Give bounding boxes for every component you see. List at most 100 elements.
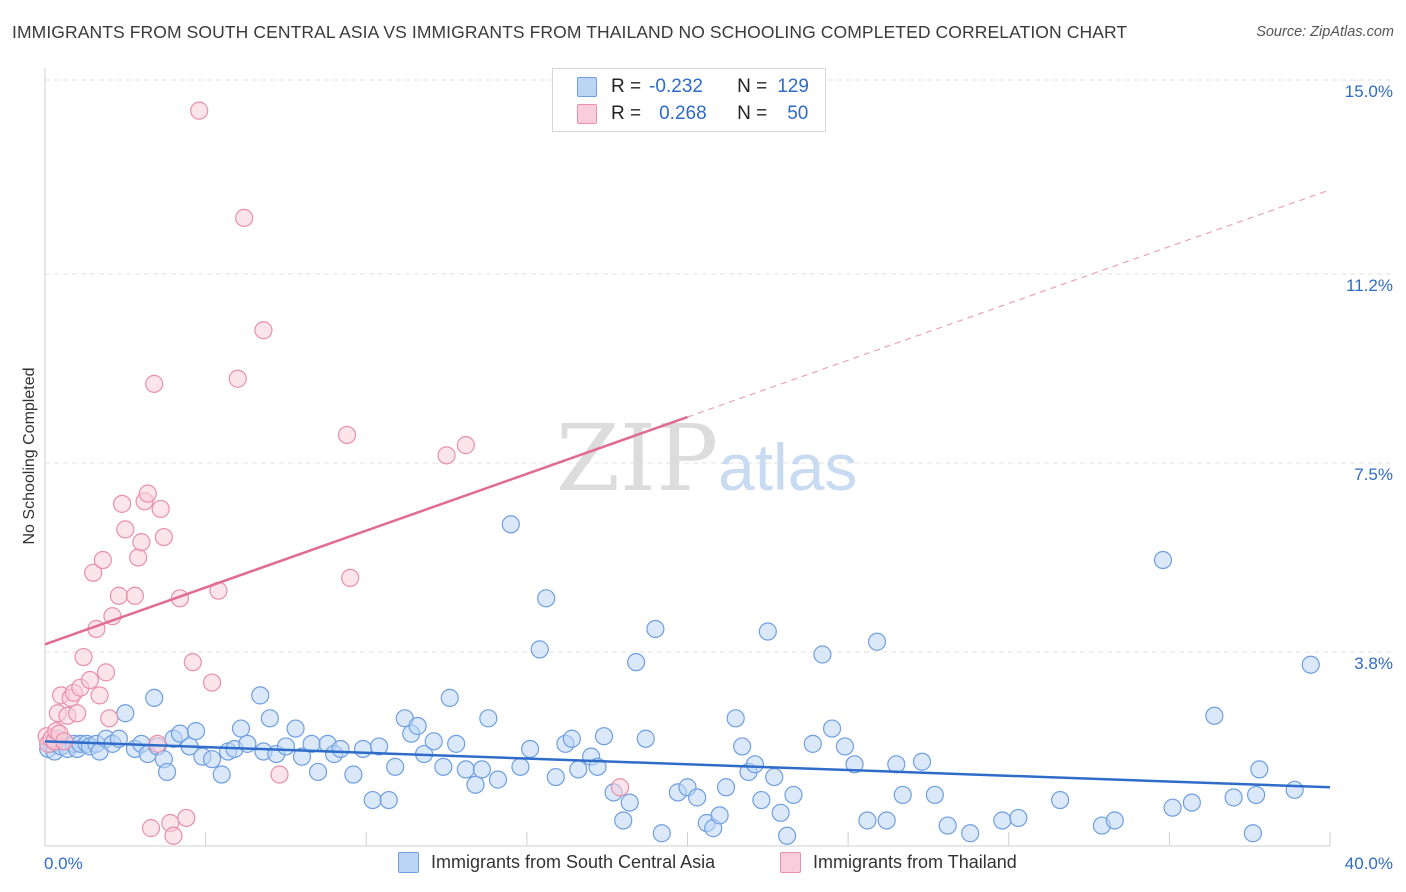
data-point: [190, 101, 209, 120]
data-point: [479, 709, 498, 728]
legend-swatch-pink: [780, 852, 801, 873]
data-point: [164, 826, 183, 845]
data-point: [726, 709, 745, 728]
source-label: Source: ZipAtlas.com: [1256, 24, 1394, 40]
data-point: [151, 499, 170, 519]
tick-labels: 3.8% 7.5% 11.2% 15.0% 0.0% 40.0%: [44, 82, 1393, 873]
data-point: [777, 826, 797, 845]
data-point: [138, 484, 157, 503]
data-point: [456, 760, 475, 779]
data-point: [68, 704, 87, 723]
data-point: [212, 765, 231, 784]
legend-item-thailand[interactable]: Immigrants from Thailand: [780, 852, 1017, 873]
data-point: [84, 563, 103, 582]
series-legend: Immigrants from South Central Asia Immig…: [0, 852, 1406, 878]
data-point: [456, 436, 475, 455]
data-point: [74, 647, 93, 667]
legend-row-south-central-asia: R = -0.232 N = 129: [577, 74, 809, 100]
data-point: [270, 765, 289, 784]
data-point: [636, 729, 655, 748]
data-point: [546, 767, 565, 787]
data-point: [408, 716, 427, 736]
watermark-zip: ZIP: [556, 405, 718, 512]
watermark: ZIP atlas: [556, 405, 857, 512]
data-point: [588, 757, 607, 776]
data-point: [363, 790, 382, 810]
data-point: [752, 790, 771, 810]
data-point: [784, 785, 803, 805]
series-south-central-asia: [39, 515, 1320, 845]
data-point: [370, 737, 389, 756]
data-point: [186, 721, 206, 741]
data-point: [501, 515, 520, 534]
data-point: [938, 816, 957, 835]
data-point: [235, 208, 254, 227]
data-point: [716, 778, 736, 797]
data-point: [141, 819, 161, 838]
data-point: [993, 811, 1012, 830]
data-point: [562, 729, 581, 748]
series-thailand: [37, 101, 630, 845]
data-point: [344, 765, 363, 784]
data-point: [1224, 788, 1243, 807]
data-point: [1182, 793, 1201, 812]
data-point: [254, 321, 273, 340]
data-point: [1105, 811, 1124, 830]
data-point: [626, 653, 646, 672]
data-point: [530, 640, 549, 659]
data-point: [386, 757, 405, 776]
data-point: [202, 750, 222, 769]
y-tick-label: 7.5%: [1354, 465, 1393, 484]
n-value: 129: [777, 76, 809, 97]
data-point: [745, 755, 765, 774]
data-point: [472, 760, 491, 779]
data-point: [710, 806, 729, 825]
r-value: 0.268: [659, 103, 707, 124]
data-point: [1247, 785, 1266, 805]
legend-row-thailand: R = 0.268 N = 50: [577, 101, 808, 127]
r-label: R =: [611, 76, 642, 97]
legend-item-south-central-asia[interactable]: Immigrants from South Central Asia: [398, 852, 715, 873]
data-point: [569, 760, 588, 779]
data-point: [145, 374, 164, 393]
data-point: [447, 734, 466, 753]
data-point: [337, 425, 357, 445]
data-point: [1205, 706, 1224, 725]
data-point: [835, 737, 855, 756]
axes: [44, 68, 1331, 847]
data-point: [520, 739, 540, 759]
n-value: 50: [787, 103, 809, 124]
data-point: [90, 686, 109, 705]
data-point: [308, 762, 328, 782]
r-label: R =: [611, 103, 642, 124]
trend-line-thailand-extension: [687, 189, 1331, 418]
data-point: [129, 548, 148, 567]
data-point: [437, 446, 456, 465]
correlation-legend: R = -0.232 N = 129 R = 0.268 N = 50: [552, 68, 826, 132]
data-point: [379, 790, 398, 810]
data-point: [125, 586, 145, 605]
y-tick-label: 15.0%: [1345, 82, 1393, 101]
data-point: [228, 369, 247, 388]
data-point: [1163, 798, 1182, 817]
data-point: [276, 737, 296, 756]
data-point: [733, 737, 752, 756]
data-point: [893, 785, 912, 805]
data-point: [511, 757, 530, 776]
data-point: [813, 645, 832, 664]
data-point: [353, 739, 373, 759]
data-point: [93, 550, 112, 570]
legend-swatch-blue: [577, 77, 597, 97]
data-point: [1285, 780, 1304, 799]
data-point: [887, 755, 906, 774]
grid-lines: [45, 79, 1392, 653]
data-point: [434, 757, 453, 776]
data-point: [1009, 808, 1028, 828]
data-point: [132, 533, 151, 552]
legend-swatch-blue: [398, 852, 419, 873]
data-point: [260, 709, 279, 728]
data-point: [96, 663, 116, 682]
data-point: [1301, 655, 1320, 674]
data-point: [803, 734, 822, 753]
data-point: [858, 811, 877, 830]
